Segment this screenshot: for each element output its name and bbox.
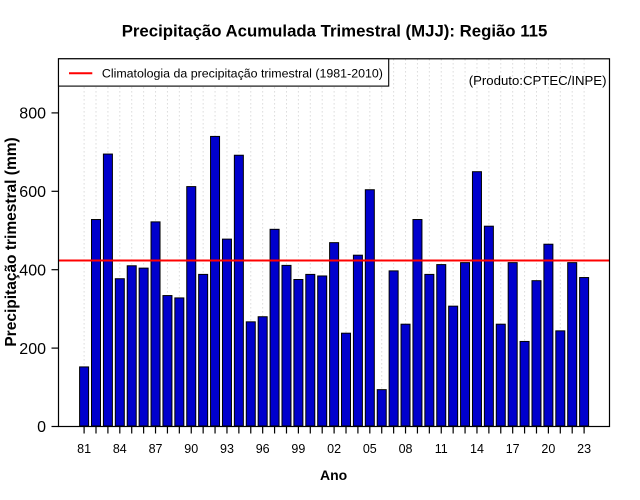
svg-text:08: 08 xyxy=(399,442,413,456)
svg-text:Precipitação Acumulada Trimest: Precipitação Acumulada Trimestral (MJJ):… xyxy=(122,22,548,41)
svg-text:20: 20 xyxy=(541,442,555,456)
svg-text:400: 400 xyxy=(19,262,46,279)
svg-text:(Produto:CPTEC/INPE): (Produto:CPTEC/INPE) xyxy=(469,73,607,88)
svg-text:23: 23 xyxy=(577,442,591,456)
svg-text:99: 99 xyxy=(291,442,305,456)
svg-text:02: 02 xyxy=(327,442,341,456)
svg-text:93: 93 xyxy=(220,442,234,456)
svg-text:600: 600 xyxy=(19,184,46,201)
svg-text:87: 87 xyxy=(149,442,163,456)
svg-text:84: 84 xyxy=(113,442,127,456)
svg-text:14: 14 xyxy=(470,442,484,456)
svg-text:0: 0 xyxy=(37,419,46,436)
svg-text:800: 800 xyxy=(19,106,46,123)
svg-text:200: 200 xyxy=(19,341,46,358)
svg-text:Ano: Ano xyxy=(320,467,347,483)
svg-text:Climatologia da precipitação t: Climatologia da precipitação trimestral … xyxy=(102,67,383,81)
svg-text:17: 17 xyxy=(506,442,520,456)
svg-text:81: 81 xyxy=(77,442,91,456)
svg-text:Precipitação trimestral (mm): Precipitação trimestral (mm) xyxy=(3,137,20,346)
svg-text:96: 96 xyxy=(256,442,270,456)
svg-text:11: 11 xyxy=(435,442,448,456)
svg-text:05: 05 xyxy=(363,442,377,456)
svg-text:90: 90 xyxy=(184,442,198,456)
